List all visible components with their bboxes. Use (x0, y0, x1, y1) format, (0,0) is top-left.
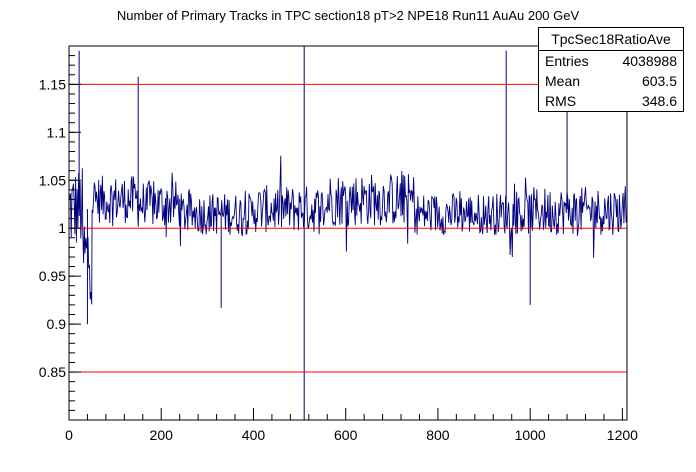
x-tick-label: 400 (242, 427, 266, 443)
stats-title: TpcSec18RatioAve (539, 28, 683, 51)
y-tick-label: 0.85 (39, 364, 66, 380)
x-tick-label: 200 (150, 427, 174, 443)
plot-frame (68, 45, 628, 421)
stats-row-entries: Entries 4038988 (539, 51, 683, 71)
stats-label: Entries (545, 53, 589, 69)
y-tick-label: 1.05 (39, 172, 66, 188)
stats-value: 603.5 (641, 73, 677, 89)
y-tick-label: 1.15 (39, 76, 66, 92)
stats-box: TpcSec18RatioAve Entries 4038988 Mean 60… (538, 27, 684, 112)
reference-lines-layer (69, 83, 627, 373)
stats-value: 4038988 (622, 53, 677, 69)
axes-layer: 0.85 0.9 0.95 1 1.05 1.1 1.15 0 200 400 600 800 1000… (39, 55, 638, 443)
data-series-line (68, 155, 628, 305)
stats-label: RMS (545, 93, 577, 109)
chart-title: Number of Primary Tracks in TPC section1… (117, 8, 580, 23)
y-tick-label: 0.9 (47, 316, 67, 332)
y-tick-label: 1.1 (47, 124, 67, 140)
x-tick-label: 1200 (607, 427, 638, 443)
y-tick-label: 1 (58, 220, 66, 236)
stats-row-rms: RMS 348.6 (539, 91, 683, 111)
stats-value: 348.6 (641, 93, 677, 109)
stats-row-mean: Mean 603.5 (539, 71, 683, 91)
x-tick-label: 800 (426, 427, 450, 443)
y-tick-label: 0.95 (39, 268, 66, 284)
stats-label: Mean (545, 73, 581, 89)
x-tick-label: 0 (65, 427, 73, 443)
x-tick-label: 1000 (515, 427, 546, 443)
x-tick-label: 600 (334, 427, 358, 443)
